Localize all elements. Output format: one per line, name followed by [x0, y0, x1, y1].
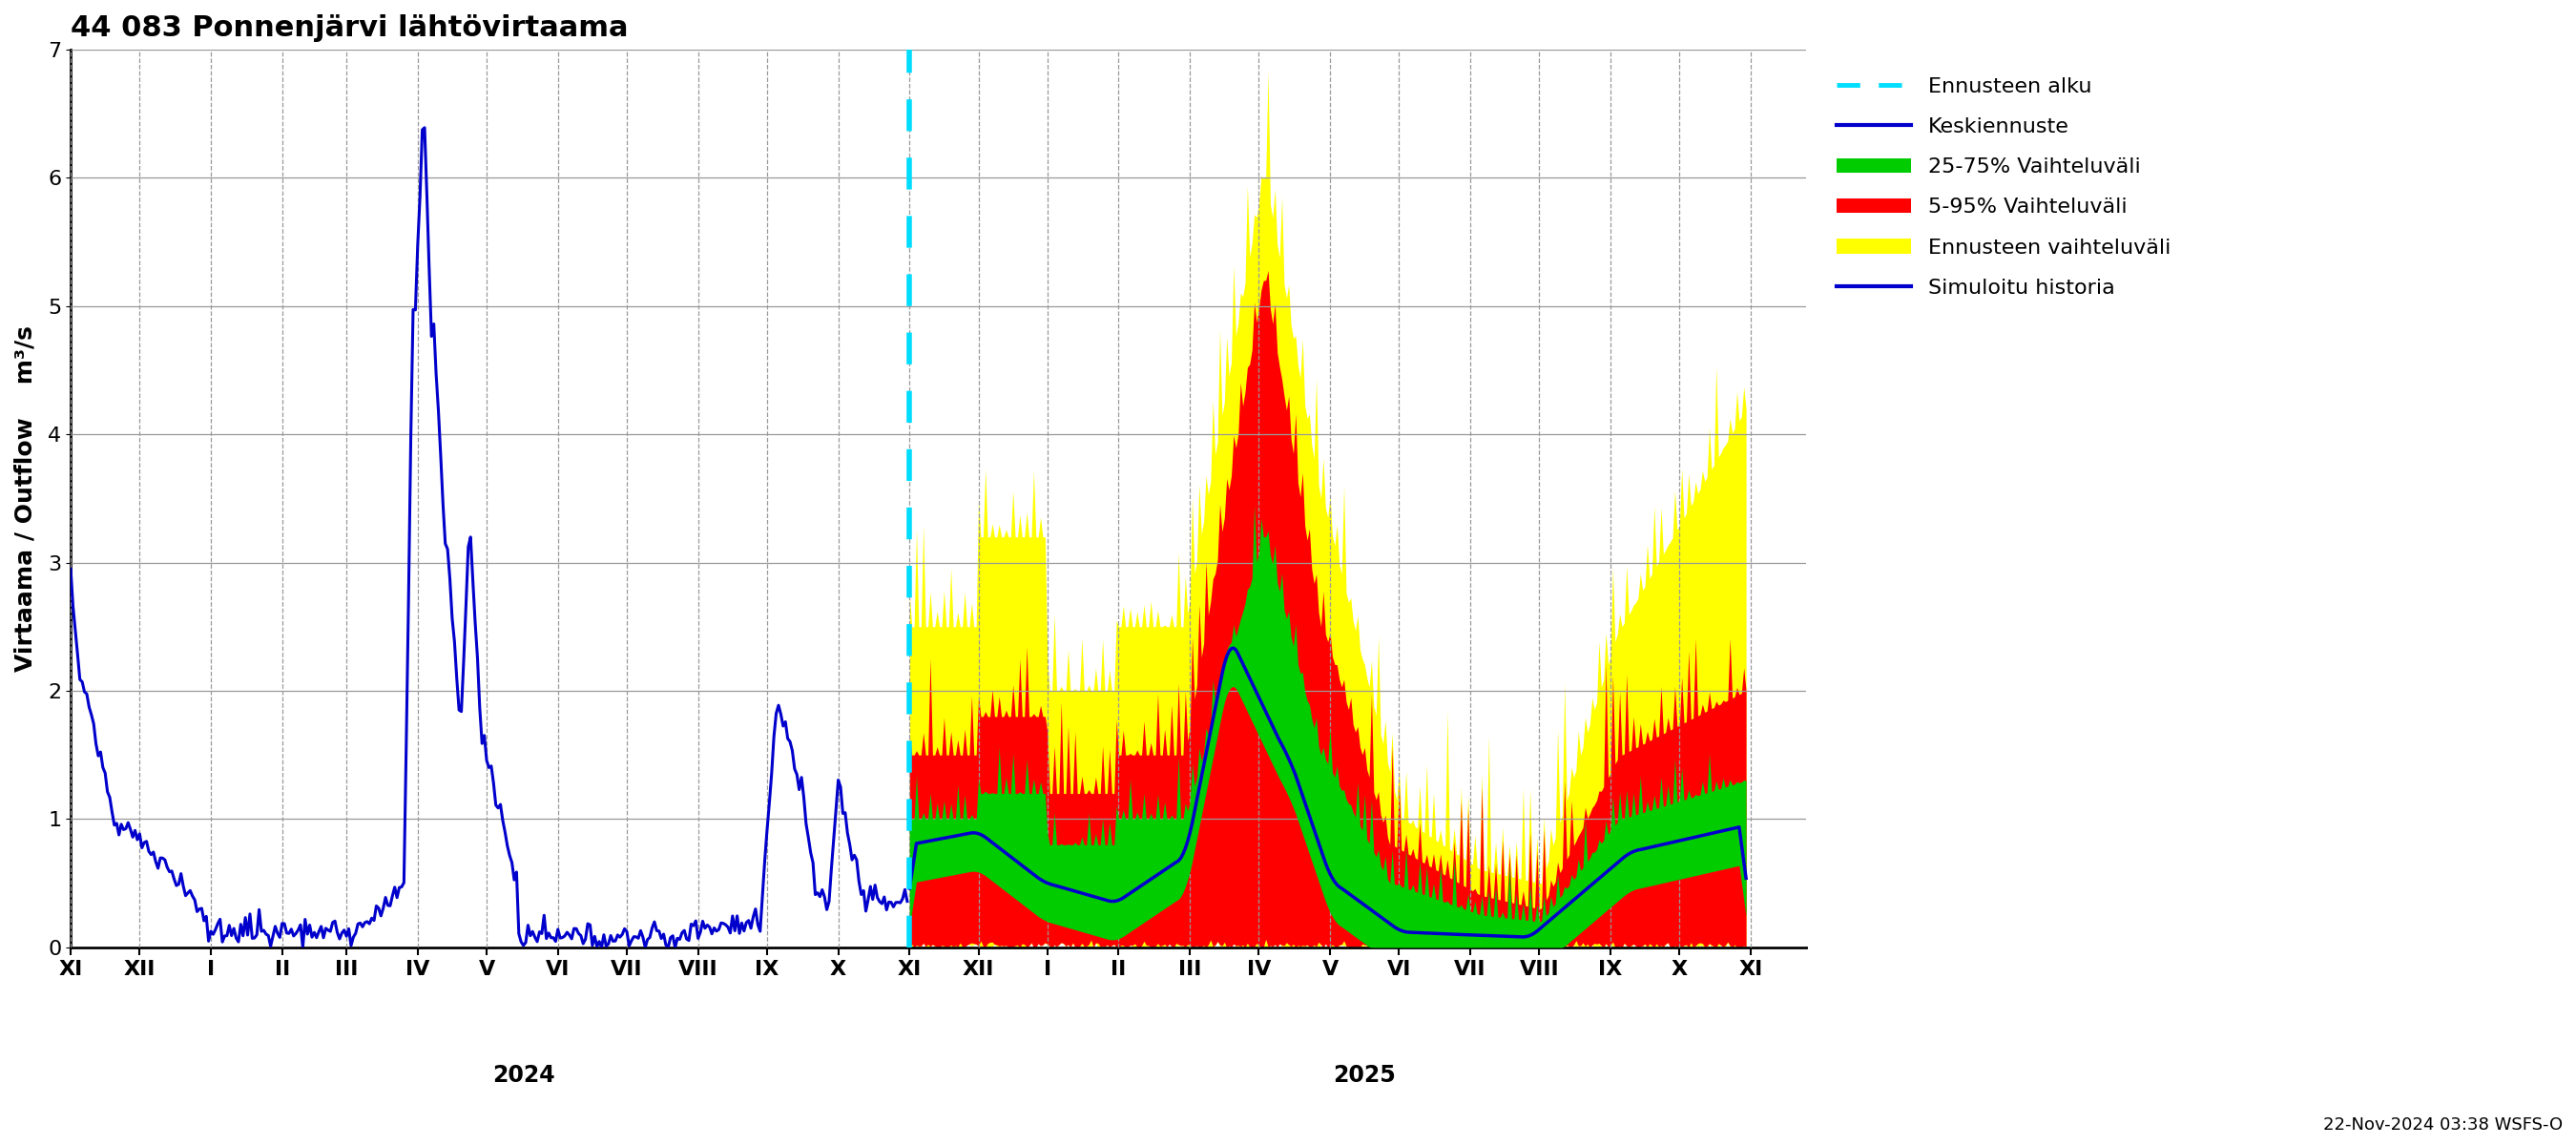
Text: 2024: 2024 — [492, 1064, 554, 1087]
Text: 22-Nov-2024 03:38 WSFS-O: 22-Nov-2024 03:38 WSFS-O — [2324, 1116, 2563, 1134]
Y-axis label: Virtaama / Outflow    m³/s: Virtaama / Outflow m³/s — [15, 325, 36, 672]
Text: 2025: 2025 — [1334, 1064, 1396, 1087]
Legend: Ennusteen alku, Keskiennuste, 25-75% Vaihteluväli, 5-95% Vaihteluväli, Ennusteen: Ennusteen alku, Keskiennuste, 25-75% Vai… — [1819, 60, 2187, 315]
Text: 44 083 Ponnenjärvi lähtövirtaama: 44 083 Ponnenjärvi lähtövirtaama — [70, 14, 629, 42]
